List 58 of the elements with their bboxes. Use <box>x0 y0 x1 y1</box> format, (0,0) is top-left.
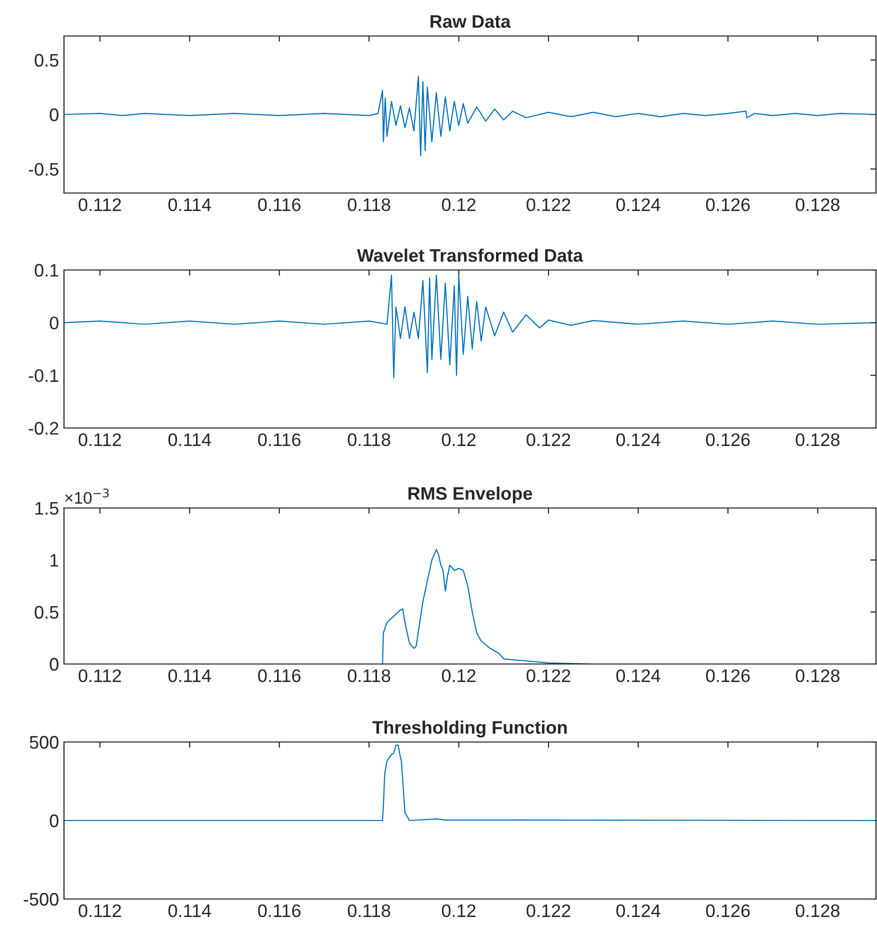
y-tick-label: 0.5 <box>34 606 58 619</box>
x-tick-label: 0.122 <box>526 904 570 918</box>
x-tick-label: 0.12 <box>442 904 476 918</box>
y-tick-label: 0 <box>50 316 58 330</box>
y-tick-label: 0.5 <box>34 54 58 67</box>
x-tick-label: 0.124 <box>616 198 660 212</box>
x-tick-label: 0.116 <box>258 433 300 446</box>
x-tick-label: 0.112 <box>78 198 121 212</box>
x-tick-label: 0.112 <box>78 669 121 682</box>
x-tick-label: 0.116 <box>258 198 300 212</box>
x-tick-label: 0.126 <box>706 904 750 918</box>
chart-title: Thresholding Function <box>372 720 567 738</box>
x-tick-label: 0.124 <box>616 669 660 682</box>
x-tick-label: 0.12 <box>442 433 476 446</box>
x-tick-label: 0.118 <box>348 198 390 212</box>
x-tick-label: 0.12 <box>442 669 476 682</box>
x-tick-label: 0.114 <box>168 904 212 918</box>
chart-title: Wavelet Transformed Data <box>356 248 584 262</box>
x-tick-label: 0.126 <box>706 669 750 682</box>
x-tick-label: 0.114 <box>168 433 212 446</box>
x-tick-label: 0.122 <box>526 433 570 446</box>
line-series <box>64 744 876 822</box>
x-tick-label: 0.122 <box>526 669 570 682</box>
y-tick-label: 500 <box>30 736 58 749</box>
x-tick-label: 0.126 <box>706 198 750 212</box>
x-tick-label: 0.118 <box>348 669 390 682</box>
x-tick-label: 0.124 <box>616 433 660 446</box>
x-tick-label: 0.112 <box>78 433 121 446</box>
text: ×10$^{−3}$ <box>65 488 109 504</box>
x-tick-label: 0.114 <box>168 669 212 682</box>
x-tick-label: 0.128 <box>796 433 840 446</box>
x-tick-label: 0.128 <box>796 904 840 918</box>
x-tick-label: 0.112 <box>78 904 121 918</box>
y-tick-label: 1 <box>50 554 58 567</box>
x-tick-label: 0.126 <box>706 433 750 446</box>
x-tick-label: 0.116 <box>258 904 300 918</box>
x-tick-label: 0.116 <box>258 669 300 682</box>
x-tick-label: 0.118 <box>348 433 390 446</box>
x-tick-label: 0.128 <box>796 198 840 212</box>
chart-title: RMS Envelope <box>408 486 532 504</box>
y-tick-label: -0.1 <box>28 369 58 382</box>
y-tick-label: -500 <box>24 892 58 906</box>
x-tick-label: 0.12 <box>442 198 476 212</box>
line-series <box>64 274 876 379</box>
chart-title: Raw Data <box>430 15 511 28</box>
x-tick-label: 0.114 <box>168 198 212 212</box>
y-tick-label: -0.2 <box>28 422 58 435</box>
x-tick-label: 0.122 <box>526 198 570 212</box>
x-tick-label: 0.124 <box>616 904 660 918</box>
y-tick-label: 0 <box>50 658 58 671</box>
y-tick-label: -0.5 <box>28 162 58 176</box>
y-tick-label: 0.1 <box>34 264 58 277</box>
y-tick-label: 0 <box>50 108 58 122</box>
line-series <box>64 76 876 156</box>
x-tick-label: 0.118 <box>348 904 390 918</box>
x-tick-label: 0.128 <box>796 669 840 682</box>
y-tick-label: 0 <box>50 814 58 828</box>
y-tick-label: 1.5 <box>35 502 58 515</box>
